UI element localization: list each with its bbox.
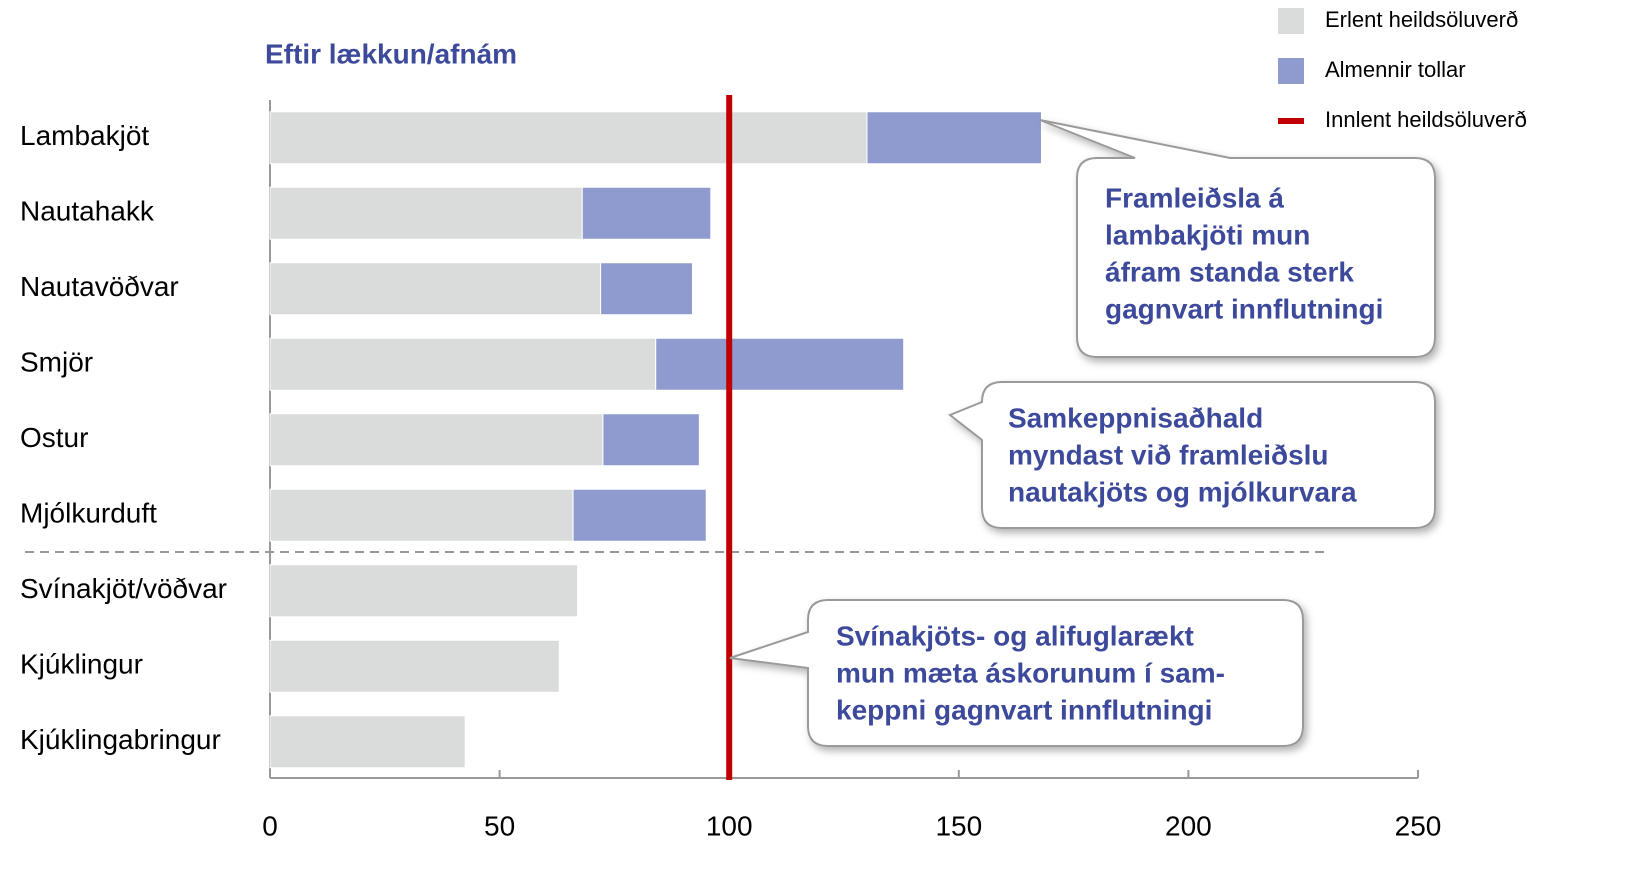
bar-segment [269, 111, 868, 165]
category-label: Svínakjöt/vöðvar [20, 573, 227, 604]
bar-segment [866, 111, 1042, 165]
x-tick-label: 100 [706, 810, 753, 841]
plot-area: 0 50 100 150 200 250 Lambakjöt Nautahakk Nautavö… [20, 95, 1441, 841]
annotation-text: gagnvart innflutningi [1105, 293, 1383, 324]
bar-segment [602, 413, 700, 467]
annotation-text: nautakjöts og mjólkurvara [1008, 476, 1357, 507]
bar-segment [269, 488, 574, 542]
bar-segment [269, 413, 604, 467]
x-tick-label: 50 [484, 810, 515, 841]
category-label: Mjólkurduft [20, 498, 157, 529]
annotation-text: áfram standa sterk [1105, 256, 1354, 287]
annotation-text: lambakjöti mun [1105, 219, 1310, 250]
bar-segment [269, 715, 466, 769]
legend-label: Erlent heildsöluverð [1325, 7, 1518, 32]
annotation-text: Svínakjöts- og alifuglarækt [836, 620, 1194, 651]
bar-segment [581, 186, 712, 240]
legend-label: Innlent heildsöluverð [1325, 107, 1527, 132]
legend-label: Almennir tollar [1325, 57, 1466, 82]
bar-segment [269, 186, 583, 240]
bar-segment [269, 337, 657, 391]
bar-segment [600, 262, 693, 316]
annotations: Framleiðsla á lambakjöti mun áfram standa … [836, 182, 1383, 725]
bar-segment [269, 262, 602, 316]
annotation-text: mun mæta áskorunum í sam- [836, 657, 1225, 688]
callout [729, 599, 1304, 747]
bar-segment [655, 337, 905, 391]
legend-swatch [1278, 8, 1304, 34]
annotation-text: Framleiðsla á [1105, 182, 1284, 213]
x-tick-label: 200 [1165, 810, 1212, 841]
x-tick-label: 150 [935, 810, 982, 841]
category-label: Kjúklingur [20, 649, 143, 680]
category-label: Lambakjöt [20, 120, 149, 151]
category-label: Ostur [20, 422, 88, 453]
annotation-text: Samkeppnisaðhald [1008, 402, 1263, 433]
annotation-text: keppni gagnvart innflutningi [836, 694, 1212, 725]
bar-segment [269, 639, 560, 693]
annotation-text: myndast við framleiðslu [1008, 439, 1329, 470]
callout [948, 381, 1436, 529]
category-label: Nautahakk [20, 196, 155, 227]
legend: Erlent heildsöluverð Almennir tollar Innle… [1278, 7, 1527, 132]
legend-swatch [1278, 58, 1304, 84]
bar-segment [269, 564, 579, 618]
subtitle: Eftir lækkun/afnám [265, 38, 517, 69]
category-label: Nautavöðvar [20, 271, 179, 302]
callout [1039, 119, 1436, 358]
x-tick-label: 0 [262, 810, 278, 841]
category-label: Smjör [20, 347, 93, 378]
x-tick-label: 250 [1395, 810, 1442, 841]
category-label: Kjúklingabringur [20, 724, 221, 755]
bar-segment [572, 488, 707, 542]
